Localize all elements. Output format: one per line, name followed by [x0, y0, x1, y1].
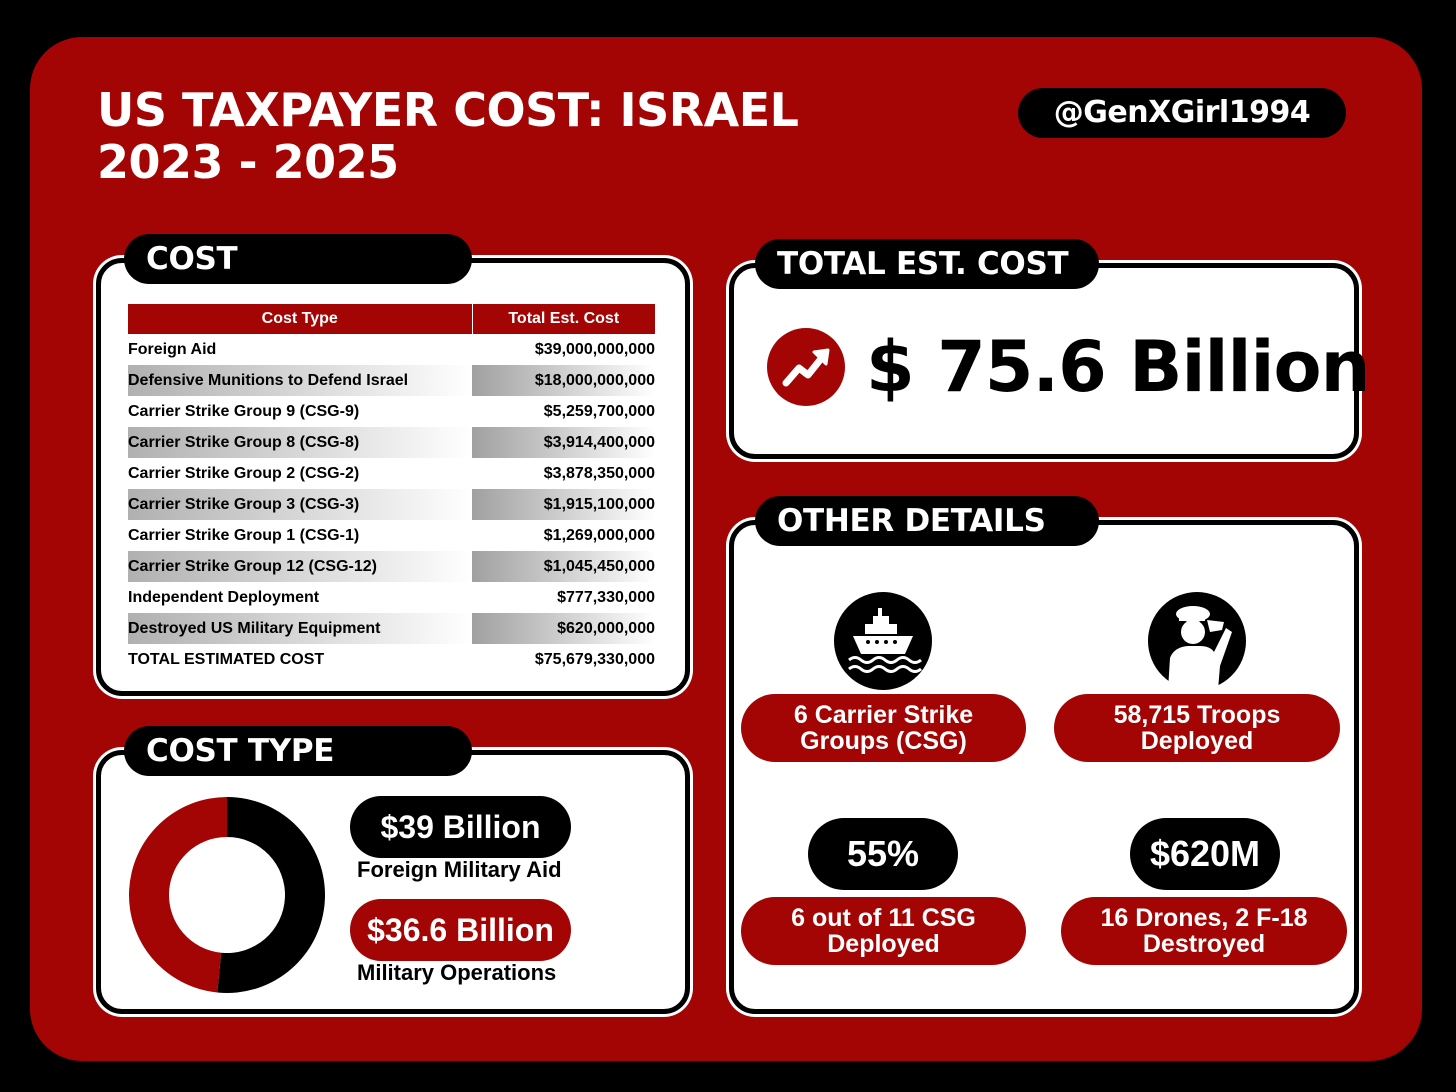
table-row: Defensive Munitions to Defend Israel $18…	[128, 365, 655, 396]
column-header-cost-type: Cost Type	[128, 304, 472, 334]
cost-type-cell: Independent Deployment	[128, 588, 320, 606]
table-row: Carrier Strike Group 8 (CSG-8) $3,914,40…	[128, 427, 655, 458]
cost-type-cell: Carrier Strike Group 2 (CSG-2)	[128, 464, 360, 482]
table-row: Carrier Strike Group 2 (CSG-2) $3,878,35…	[128, 458, 655, 489]
csg-deployed-line2: Deployed	[827, 930, 940, 958]
destroyed-equipment-line2: Destroyed	[1142, 930, 1266, 958]
cost-value-cell: $3,878,350,000	[543, 464, 655, 482]
csg-count-pill: 6 Carrier Strike Groups (CSG)	[741, 694, 1026, 762]
cost-value-cell: $777,330,000	[557, 588, 655, 606]
page-title: US TAXPAYER COST: ISRAEL 2023 - 2025	[97, 84, 799, 188]
column-header-total-est-cost: Total Est. Cost	[471, 304, 655, 334]
csg-deployed-pill: 6 out of 11 CSG Deployed	[741, 897, 1026, 965]
military-operations-amount-pill: $36.6 Billion	[350, 899, 571, 961]
csg-count-line1: 6 Carrier Strike	[793, 701, 974, 729]
cost-type-heading: COST TYPE	[124, 726, 472, 776]
csg-count-line2: Groups (CSG)	[800, 727, 967, 755]
table-row: Carrier Strike Group 12 (CSG-12) $1,045,…	[128, 551, 655, 582]
table-row: Destroyed US Military Equipment $620,000…	[128, 613, 655, 644]
cost-value-cell: $1,045,450,000	[472, 551, 655, 582]
cost-breakdown-table: Cost Type Total Est. Cost Foreign Aid $3…	[128, 304, 655, 675]
destroyed-equipment-line1: 16 Drones, 2 F-18	[1100, 904, 1308, 932]
csg-deployed-line1: 6 out of 11 CSG	[791, 904, 976, 932]
cost-type-cell: Carrier Strike Group 12 (CSG-12)	[128, 551, 472, 582]
cost-value-cell: $18,000,000,000	[472, 365, 655, 396]
cost-value-cell: $39,000,000,000	[534, 340, 655, 358]
cost-type-donut	[129, 797, 326, 993]
table-row: Carrier Strike Group 1 (CSG-1) $1,269,00…	[128, 520, 655, 551]
csg-percent-badge: 55%	[808, 818, 958, 890]
cost-type-cell: Carrier Strike Group 3 (CSG-3)	[128, 489, 472, 520]
foreign-aid-amount-pill: $39 Billion	[350, 796, 571, 858]
cost-type-cell: Carrier Strike Group 1 (CSG-1)	[128, 526, 360, 544]
cost-value-cell: $75,679,330,000	[534, 650, 655, 668]
saluting-soldier-icon	[1148, 592, 1246, 690]
cost-value-cell: $1,269,000,000	[543, 526, 655, 544]
cost-type-cell: Destroyed US Military Equipment	[128, 613, 472, 644]
cost-type-cell: Carrier Strike Group 9 (CSG-9)	[128, 402, 360, 420]
cost-value-cell: $3,914,400,000	[472, 427, 655, 458]
cost-type-cell: Foreign Aid	[128, 340, 217, 358]
cost-value-cell: $620,000,000	[472, 613, 655, 644]
cost-type-cell: TOTAL ESTIMATED COST	[128, 650, 325, 668]
foreign-aid-label: Foreign Military Aid	[357, 857, 562, 882]
trend-up-icon	[767, 328, 845, 406]
total-cost-heading: TOTAL EST. COST	[755, 239, 1099, 289]
other-details-heading: OTHER DETAILS	[755, 496, 1099, 546]
destroyed-equipment-pill: 16 Drones, 2 F-18 Destroyed	[1061, 897, 1347, 965]
cost-value-cell: $5,259,700,000	[543, 402, 655, 420]
table-row: Foreign Aid $39,000,000,000	[128, 334, 655, 365]
table-total-row: TOTAL ESTIMATED COST $75,679,330,000	[128, 644, 655, 675]
troops-pill: 58,715 Troops Deployed	[1054, 694, 1340, 762]
table-row: Carrier Strike Group 3 (CSG-3) $1,915,10…	[128, 489, 655, 520]
troops-line1: 58,715 Troops	[1113, 701, 1281, 729]
table-row: Independent Deployment $777,330,000	[128, 582, 655, 613]
title-line-2: 2023 - 2025	[97, 135, 399, 189]
military-operations-label: Military Operations	[357, 960, 557, 985]
title-line-1: US TAXPAYER COST: ISRAEL	[97, 83, 799, 137]
total-cost-value: $ 75.6 Billion	[866, 326, 1370, 408]
author-handle: @GenXGirl1994	[1018, 88, 1346, 138]
troops-line2: Deployed	[1140, 727, 1254, 755]
ship-icon	[834, 592, 932, 690]
table-header-row: Cost Type Total Est. Cost	[128, 304, 655, 334]
cost-breakdown-heading: COST BREAKDOWN	[124, 234, 472, 327]
donut-segment-military-operations	[129, 797, 227, 993]
cost-type-cell: Carrier Strike Group 8 (CSG-8)	[128, 427, 472, 458]
destroyed-cost-badge: $620M	[1130, 818, 1280, 890]
cost-type-cell: Defensive Munitions to Defend Israel	[128, 365, 472, 396]
table-row: Carrier Strike Group 9 (CSG-9) $5,259,70…	[128, 396, 655, 427]
cost-value-cell: $1,915,100,000	[472, 489, 655, 520]
donut-segment-foreign-aid	[217, 797, 326, 993]
